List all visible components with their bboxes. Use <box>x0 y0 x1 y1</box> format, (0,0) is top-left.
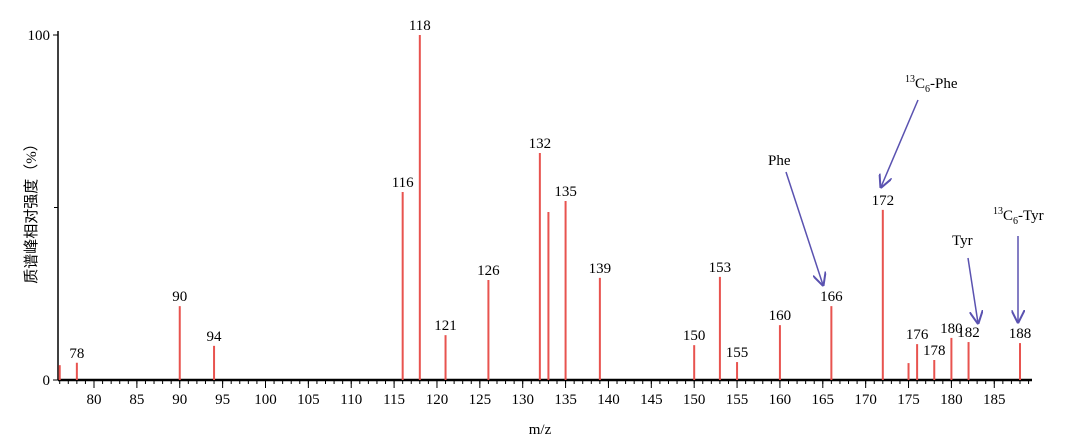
rest: -Phe <box>930 76 958 92</box>
x-tick-label: 155 <box>726 392 749 408</box>
peak-label: 155 <box>726 345 749 361</box>
sub: 6 <box>925 84 930 95</box>
x-tick-label: 95 <box>215 392 230 408</box>
x-tick-label: 185 <box>983 392 1006 408</box>
peak-label: 94 <box>207 329 223 345</box>
peak-label: 178 <box>923 343 946 359</box>
x-tick-label: 110 <box>340 392 362 408</box>
x-tick-label: 145 <box>640 392 663 408</box>
sup: 13 <box>993 206 1003 217</box>
y-axis-title: 质谱峰相对强度（%） <box>23 136 40 284</box>
x-tick-label: 120 <box>426 392 449 408</box>
x-tick-label: 85 <box>129 392 144 408</box>
x-tick-label: 100 <box>254 392 277 408</box>
annotation: 13C6-Phe <box>905 74 958 95</box>
peak-label: 150 <box>683 328 706 344</box>
x-tick-label: 165 <box>812 392 835 408</box>
peak-label: 180 <box>940 321 963 337</box>
annotation-arrow <box>785 171 823 285</box>
y-tick-label: 0 <box>43 373 51 389</box>
x-tick-label: 175 <box>897 392 920 408</box>
x-tick-label: 140 <box>597 392 620 408</box>
peak-label: 166 <box>820 289 843 305</box>
x-tick-label: 170 <box>854 392 877 408</box>
peak-label: 78 <box>69 346 84 362</box>
peak-label: 172 <box>872 193 895 209</box>
y-tick-label: 100 <box>28 28 51 44</box>
x-tick-label: 105 <box>297 392 320 408</box>
x-tick-label: 160 <box>769 392 792 408</box>
peak-label: 176 <box>906 327 929 343</box>
peak-label: 182 <box>957 325 980 341</box>
peak-label: 135 <box>554 184 577 200</box>
peak-label: 188 <box>1009 326 1032 342</box>
annotation: Phe <box>768 153 791 169</box>
peak-label: 118 <box>409 18 431 34</box>
peak-label: 153 <box>709 260 732 276</box>
x-tick-label: 135 <box>554 392 577 408</box>
peak-label: 139 <box>589 261 612 277</box>
peak-label: 121 <box>434 318 457 334</box>
base: C <box>915 76 925 92</box>
base: C <box>1003 208 1013 224</box>
x-tick-label: 90 <box>172 392 187 408</box>
x-tick-label: 180 <box>940 392 963 408</box>
sup: 13 <box>905 74 915 85</box>
peak-label: 132 <box>529 136 552 152</box>
x-tick-label: 150 <box>683 392 706 408</box>
rest: -Tyr <box>1018 208 1044 224</box>
peak-label: 160 <box>769 308 792 324</box>
sub: 6 <box>1013 216 1018 227</box>
annotation-arrow <box>881 99 919 187</box>
peak-label: 90 <box>172 289 187 305</box>
x-tick-label: 130 <box>511 392 534 408</box>
x-axis-title: m/z <box>529 422 552 438</box>
peak-label: 116 <box>392 175 414 191</box>
annotation: 13C6-Tyr <box>993 206 1044 227</box>
x-tick-label: 80 <box>87 392 102 408</box>
x-tick-label: 115 <box>383 392 405 408</box>
peak-label: 126 <box>477 263 500 279</box>
x-tick-label: 125 <box>469 392 492 408</box>
annotation-arrow <box>967 257 978 323</box>
annotation: Tyr <box>952 233 973 249</box>
